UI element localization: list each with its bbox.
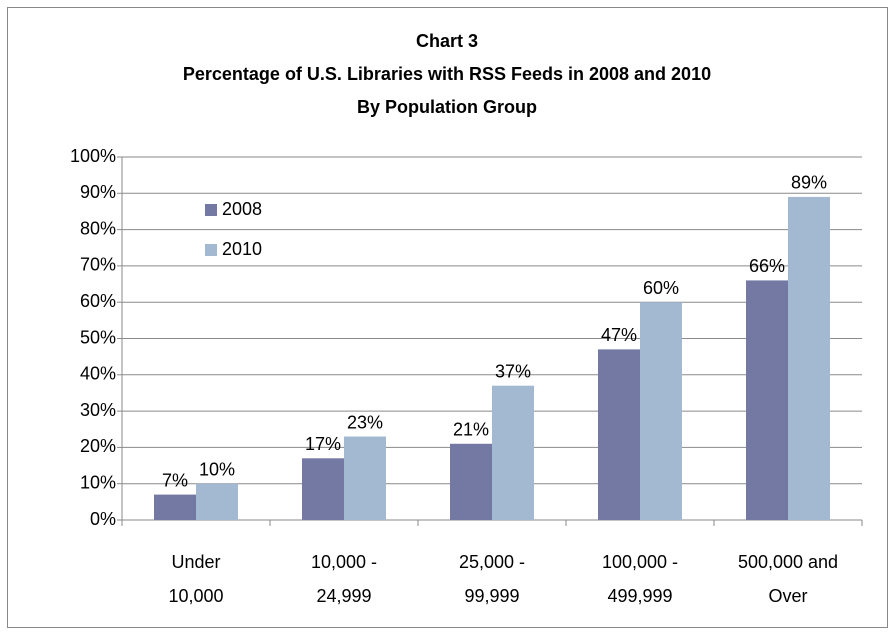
x-tick-label: 500,000 and xyxy=(738,552,838,572)
value-label: 37% xyxy=(495,361,531,381)
chart-border xyxy=(7,7,888,628)
bar xyxy=(344,436,386,520)
legend-label: 2010 xyxy=(222,239,262,259)
legend-swatch xyxy=(205,204,217,216)
x-tick-label: Under xyxy=(171,552,220,572)
y-tick-label: 0% xyxy=(90,509,116,529)
y-tick-label: 30% xyxy=(80,400,116,420)
x-tick-label: 100,000 - xyxy=(602,552,678,572)
x-tick-label: 499,999 xyxy=(607,586,672,606)
bar xyxy=(788,196,830,520)
y-tick-label: 70% xyxy=(80,255,116,275)
x-tick-label: 25,000 - xyxy=(459,552,525,572)
value-label: 89% xyxy=(791,173,827,193)
value-label: 10% xyxy=(199,459,235,479)
y-tick-label: 100% xyxy=(70,146,116,166)
chart-title: By Population Group xyxy=(357,97,537,117)
legend-label: 2008 xyxy=(222,199,262,219)
value-label: 60% xyxy=(643,278,679,298)
x-tick-label: 99,999 xyxy=(464,586,519,606)
y-tick-label: 10% xyxy=(80,472,116,492)
bar xyxy=(492,385,534,520)
value-label: 7% xyxy=(162,470,188,490)
bar xyxy=(154,494,196,520)
y-tick-label: 40% xyxy=(80,364,116,384)
y-tick-label: 90% xyxy=(80,182,116,202)
y-tick-label: 50% xyxy=(80,327,116,347)
bar xyxy=(746,280,788,520)
y-tick-label: 80% xyxy=(80,218,116,238)
x-tick-label: 10,000 - xyxy=(311,552,377,572)
bar xyxy=(196,483,238,520)
legend-swatch xyxy=(205,244,217,256)
value-label: 47% xyxy=(601,325,637,345)
bar xyxy=(450,443,492,520)
value-label: 21% xyxy=(453,420,489,440)
y-tick-label: 20% xyxy=(80,436,116,456)
chart-title: Percentage of U.S. Libraries with RSS Fe… xyxy=(183,64,711,84)
x-tick-label: 10,000 xyxy=(168,586,223,606)
y-tick-label: 60% xyxy=(80,291,116,311)
bar xyxy=(598,349,640,520)
x-tick-label: 24,999 xyxy=(316,586,371,606)
value-label: 66% xyxy=(749,256,785,276)
x-tick-label: Over xyxy=(768,586,807,606)
value-label: 17% xyxy=(305,434,341,454)
value-label: 23% xyxy=(347,412,383,432)
chart-title: Chart 3 xyxy=(416,31,478,51)
bar xyxy=(640,302,682,520)
bar xyxy=(302,458,344,520)
